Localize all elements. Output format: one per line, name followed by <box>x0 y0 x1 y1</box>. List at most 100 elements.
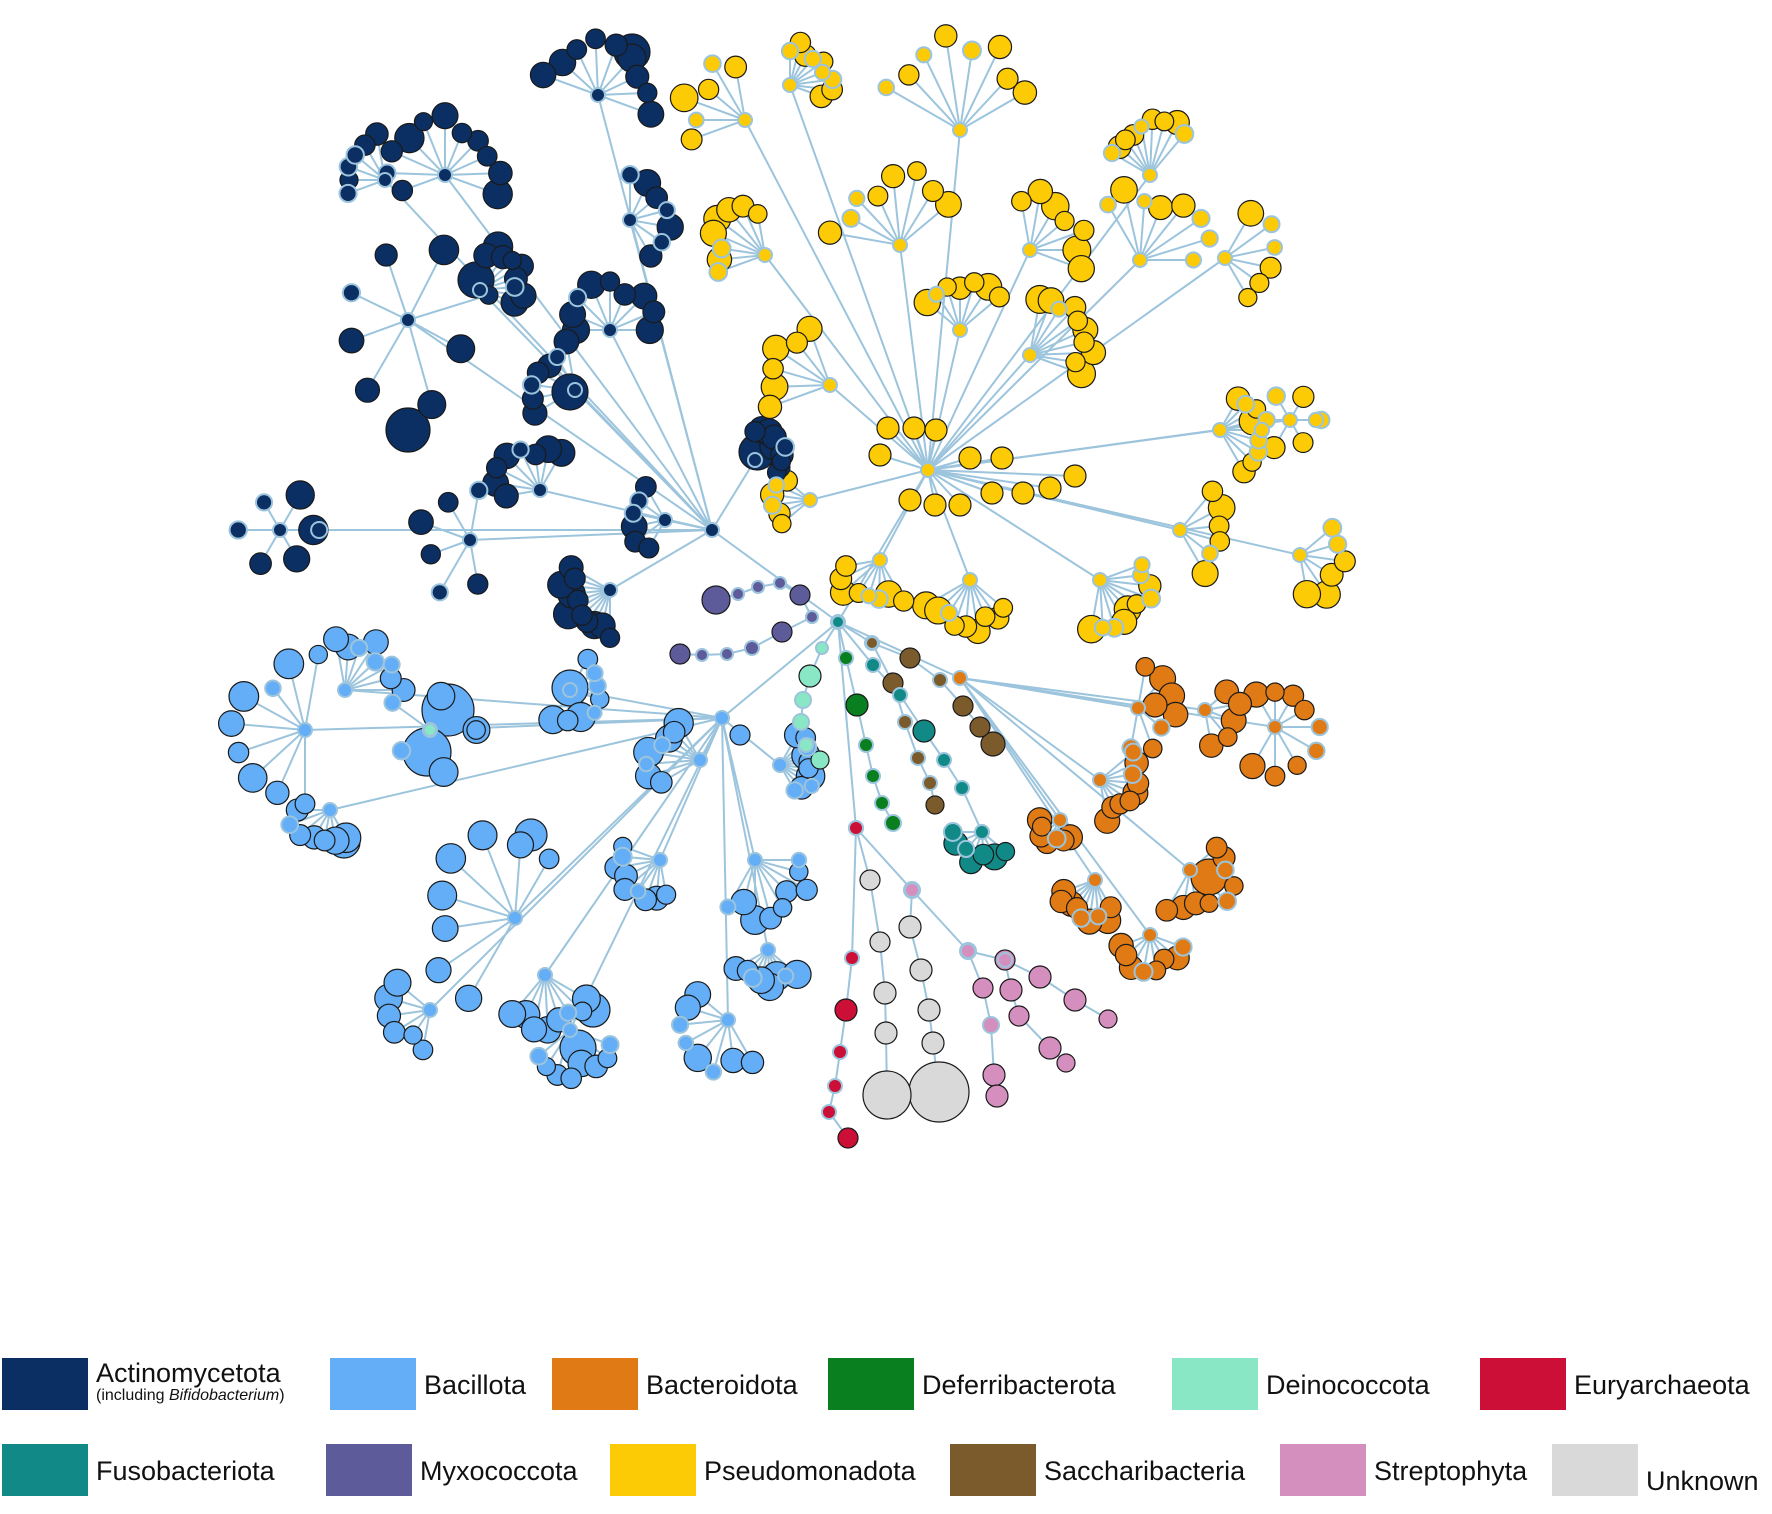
tree-node-actino <box>377 172 393 188</box>
tree-node-actino <box>657 201 676 220</box>
tree-node-bacillota <box>264 679 282 698</box>
tree-node-actino <box>704 522 720 538</box>
tree-node-actino <box>652 233 671 252</box>
tree-node-bacteroidota <box>1205 836 1228 859</box>
tree-edge <box>712 1019 729 1073</box>
tree-node-bacillota <box>308 644 329 665</box>
tree-node-bacillota <box>280 815 300 835</box>
tree-node-pseudo <box>757 394 783 420</box>
tree-node-bacillota <box>740 1050 765 1075</box>
tree-edge <box>721 717 781 766</box>
tree-node-strepto <box>1038 1036 1062 1060</box>
tree-node-myxo <box>773 576 787 590</box>
tree-node-pseudo <box>964 272 985 293</box>
tree-node-pseudo <box>952 322 968 338</box>
tree-node-strepto <box>997 952 1013 968</box>
tree-node-pseudo <box>747 204 768 224</box>
tree-node-pseudo <box>1154 111 1175 132</box>
tree-node-myxo <box>731 587 745 601</box>
tree-node-pseudo <box>867 185 889 207</box>
tree-edge <box>350 291 409 321</box>
tree-node-pseudo <box>1217 250 1233 266</box>
tree-node-bacteroidota <box>952 670 968 686</box>
tree-node-pseudo <box>1073 219 1095 242</box>
legend-item-deinococcota: Deinococcota <box>1172 1358 1430 1410</box>
legend-item-fusobacteriota: Fusobacteriota <box>2 1444 275 1496</box>
tree-node-bacillota <box>562 1022 578 1038</box>
tree-node-pseudo <box>1132 252 1148 268</box>
tree-node-actino <box>345 145 365 165</box>
tree-node-bacillota <box>558 1003 578 1022</box>
legend-label-saccharibacteria: Saccharibacteria <box>1044 1456 1246 1486</box>
tree-node-pseudo <box>987 34 1013 60</box>
tree-node-pseudo <box>813 63 832 81</box>
tree-node-bacillota <box>714 710 730 726</box>
tree-node-pseudo <box>724 55 748 79</box>
tree-node-bacillota <box>383 968 412 997</box>
tree-node-bacillota <box>556 709 579 732</box>
tree-node-bacteroidota <box>1119 790 1141 812</box>
tree-edge <box>959 46 1001 131</box>
tree-edge <box>764 254 929 471</box>
tree-edge <box>407 319 433 405</box>
tree-node-pseudo <box>817 220 843 245</box>
tree-edge <box>304 654 320 731</box>
tree-node-bacteroidota <box>1227 691 1253 716</box>
tree-node-bacteroidota <box>1267 719 1283 735</box>
tree-node-bacillota <box>466 720 486 740</box>
tree-node-strepto <box>1008 1005 1030 1027</box>
tree-node-pseudo <box>1266 239 1284 256</box>
tree-node-actino <box>400 312 416 328</box>
tree-node-pseudo <box>802 492 818 508</box>
tree-node-bacillota <box>562 682 578 698</box>
tree-node-actino <box>657 512 673 528</box>
legend-item-unknown: Unknown <box>1552 1444 1759 1496</box>
tree-node-unknown <box>874 1021 898 1045</box>
tree-node-pseudo <box>898 64 920 86</box>
tree-node-pseudo <box>1114 129 1136 151</box>
tree-edge <box>609 329 713 531</box>
tree-node-bacillota <box>586 704 603 721</box>
tree-node-saccha <box>865 636 879 650</box>
tree-node-actino <box>472 282 488 298</box>
tree-edge <box>927 174 1151 471</box>
tree-node-fuso <box>831 615 845 629</box>
legend-item-bacillota: Bacillota <box>330 1358 526 1410</box>
tree-edge <box>569 717 723 1031</box>
tree-edge <box>837 621 874 666</box>
tree-node-bacillota <box>803 777 820 794</box>
tree-node-pseudo <box>841 208 861 228</box>
tree-node-strepto <box>1098 1009 1118 1029</box>
tree-node-bacillota <box>350 638 369 658</box>
tree-node-pseudo <box>892 590 915 612</box>
tree-node-fuso <box>936 752 952 768</box>
tree-node-actino <box>599 627 621 649</box>
tree-node-pseudo <box>915 46 933 64</box>
tree-node-strepto <box>982 1016 1000 1034</box>
tree-edge <box>911 889 969 952</box>
tree-node-eury <box>821 1104 837 1120</box>
tree-node-pseudo <box>703 54 722 73</box>
legend-item-pseudomonadota: Pseudomonadota <box>610 1444 916 1496</box>
tree-edge <box>272 687 306 731</box>
tree-node-bacteroidota <box>1089 907 1108 926</box>
tree-node-pseudo <box>1038 476 1062 500</box>
tree-node-bacillota <box>795 878 818 902</box>
tree-node-bacteroidota <box>1239 752 1266 780</box>
tree-node-actino <box>747 452 763 468</box>
tree-node-actino <box>285 480 315 510</box>
tree-node-saccha <box>952 695 974 717</box>
tree-node-pseudo <box>962 572 978 588</box>
tree-node-actino <box>493 483 519 509</box>
tree-node-pseudo <box>1253 421 1271 439</box>
tree-node-myxo <box>695 648 709 662</box>
tree-node-bacillota <box>228 680 260 712</box>
tree-node-pseudo <box>1262 215 1281 234</box>
tree-node-actino <box>408 509 434 536</box>
tree-node-pseudo <box>1307 411 1325 429</box>
legend-item-bacteroidota: Bacteroidota <box>552 1358 798 1410</box>
tree-node-myxo <box>751 580 765 594</box>
tree-node-pseudo <box>1328 534 1348 554</box>
tree-node-saccha <box>897 714 913 730</box>
tree-node-bacteroidota <box>1155 898 1179 922</box>
